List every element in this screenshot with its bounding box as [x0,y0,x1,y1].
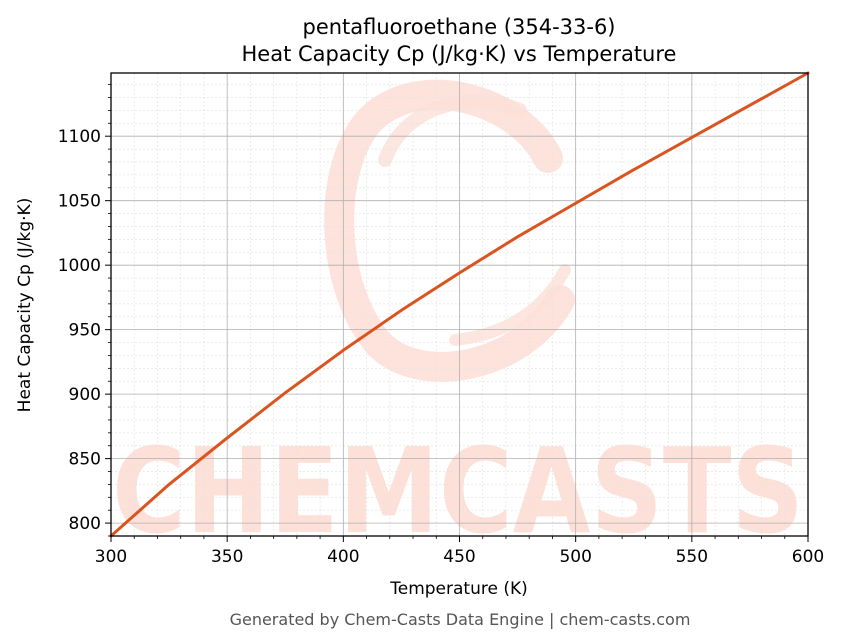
x-axis-label: Temperature (K) [389,579,528,599]
axis-ticks [105,84,809,542]
x-tick-labels: 300 350 400 450 500 550 600 [95,547,824,567]
footer-credit: Generated by Chem-Casts Data Engine | ch… [230,610,691,629]
x-tick-label: 300 [95,547,127,567]
chemcasts-watermark-text: CHEMCASTS [112,422,804,560]
y-tick-label: 950 [69,321,101,341]
x-tick-label: 550 [676,547,708,567]
y-tick-label: 1000 [58,256,101,276]
series-layer [109,71,810,538]
x-tick-label: 400 [327,547,359,567]
y-tick-label: 800 [69,514,101,534]
y-axis-label: Heat Capacity Cp (J/kg·K) [15,198,35,413]
chart-title-line-1: pentafluoroethane (354-33-6) [302,15,615,39]
y-tick-label: 900 [69,385,101,405]
x-tick-label: 600 [792,547,824,567]
y-tick-labels: 800 850 900 950 1000 1050 1100 [58,127,101,534]
chart-title-line-2: Heat Capacity Cp (J/kg·K) vs Temperature [242,42,677,66]
chemcasts-watermark: CHEMCASTS [112,79,804,560]
x-tick-label: 500 [559,547,591,567]
chemcasts-logo-swirl [324,79,575,382]
cp-series-line [109,71,810,538]
y-tick-label: 1050 [58,192,101,212]
x-tick-label: 450 [443,547,475,567]
y-tick-label: 1100 [58,127,101,147]
x-tick-label: 350 [211,547,243,567]
y-tick-label: 850 [69,450,101,470]
